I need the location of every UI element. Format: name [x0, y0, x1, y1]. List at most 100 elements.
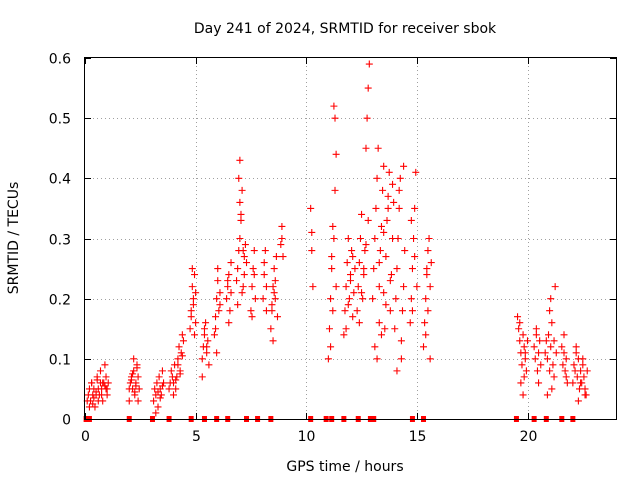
data-point: [308, 228, 316, 236]
data-point: [247, 307, 255, 315]
chart-title: Day 241 of 2024, SRMTID for receiver sbo…: [194, 21, 497, 37]
data-point: [393, 265, 401, 273]
data-point: [514, 313, 522, 321]
x-tick-label: 15: [409, 429, 427, 445]
data-point: [408, 265, 416, 273]
data-point: [342, 325, 350, 333]
data-point: [425, 235, 433, 242]
data-point: [371, 343, 379, 351]
data-point: [570, 361, 578, 369]
data-point: [579, 355, 587, 363]
y-tick-label: 0.1: [49, 353, 71, 369]
data-point: [331, 186, 339, 194]
data-point: [360, 271, 368, 279]
data-point: [250, 247, 258, 255]
data-point: [400, 162, 408, 170]
data-point: [227, 289, 235, 297]
data-point: [390, 198, 398, 206]
data-point: [154, 388, 162, 396]
data-point: [541, 349, 549, 357]
data-point: [550, 373, 558, 381]
data-point: [342, 283, 350, 291]
data-point: [260, 271, 268, 279]
data-point: [559, 361, 567, 369]
data-point: [426, 283, 434, 291]
data-point: [573, 373, 581, 381]
data-point: [187, 313, 195, 321]
data-point: [130, 367, 138, 375]
data-point: [519, 391, 527, 399]
data-point: [395, 186, 403, 194]
data-point: [392, 295, 400, 303]
data-point: [188, 265, 196, 273]
data-point: [237, 210, 245, 218]
data-point: [192, 319, 200, 327]
data-point: [363, 114, 371, 122]
data-point: [198, 355, 206, 363]
data-point: [407, 295, 415, 303]
data-point: [129, 370, 137, 378]
axis-ticks: [85, 58, 616, 420]
data-point: [125, 397, 133, 405]
data-point: [345, 295, 353, 303]
data-point: [361, 247, 369, 255]
data-point: [329, 307, 337, 315]
data-point: [401, 247, 409, 255]
data-point: [241, 241, 249, 249]
data-point: [518, 361, 526, 369]
data-point: [239, 283, 247, 291]
y-tick-label: 0.6: [49, 52, 71, 68]
data-point: [347, 277, 354, 285]
data-point: [356, 235, 364, 242]
data-point: [344, 235, 352, 242]
data-point: [340, 331, 348, 339]
y-tick-label: 0.4: [49, 172, 71, 188]
data-point: [577, 379, 585, 387]
data-point: [521, 349, 529, 357]
data-point: [406, 319, 414, 327]
data-point: [412, 168, 420, 176]
data-point: [154, 403, 162, 411]
data-point: [134, 373, 142, 381]
data-point: [413, 283, 421, 291]
y-tick-label: 0: [62, 413, 71, 429]
data-point: [579, 361, 587, 369]
data-point: [186, 325, 194, 333]
data-point: [170, 391, 177, 399]
data-point: [385, 168, 393, 176]
data-point: [362, 144, 370, 152]
data-point: [215, 307, 223, 315]
x-tick-label: 20: [520, 429, 538, 445]
data-point: [395, 204, 403, 212]
data-point: [331, 114, 339, 122]
data-point: [93, 376, 101, 384]
data-point: [380, 289, 388, 297]
data-point: [355, 319, 363, 327]
data-markers: [83, 60, 591, 417]
data-point: [308, 247, 316, 255]
data-point: [130, 355, 138, 363]
data-point: [234, 301, 242, 309]
data-point: [360, 265, 368, 273]
data-point: [561, 367, 569, 375]
data-point: [580, 373, 588, 381]
data-point: [410, 235, 418, 242]
data-point: [243, 259, 251, 267]
data-point: [307, 204, 315, 212]
data-point: [545, 331, 553, 339]
data-point: [89, 400, 97, 408]
grid-lines: [85, 58, 616, 419]
data-point: [237, 216, 245, 224]
x-tick-label: 10: [298, 429, 316, 445]
data-point: [348, 247, 356, 255]
data-point: [349, 253, 357, 261]
data-point: [225, 319, 233, 327]
data-point: [408, 307, 416, 315]
data-point: [422, 295, 430, 303]
data-point: [546, 307, 554, 315]
y-tick-label: 0.2: [49, 293, 71, 309]
data-point: [581, 385, 589, 393]
data-point: [216, 289, 224, 297]
data-point: [377, 222, 385, 230]
data-point: [248, 313, 256, 321]
